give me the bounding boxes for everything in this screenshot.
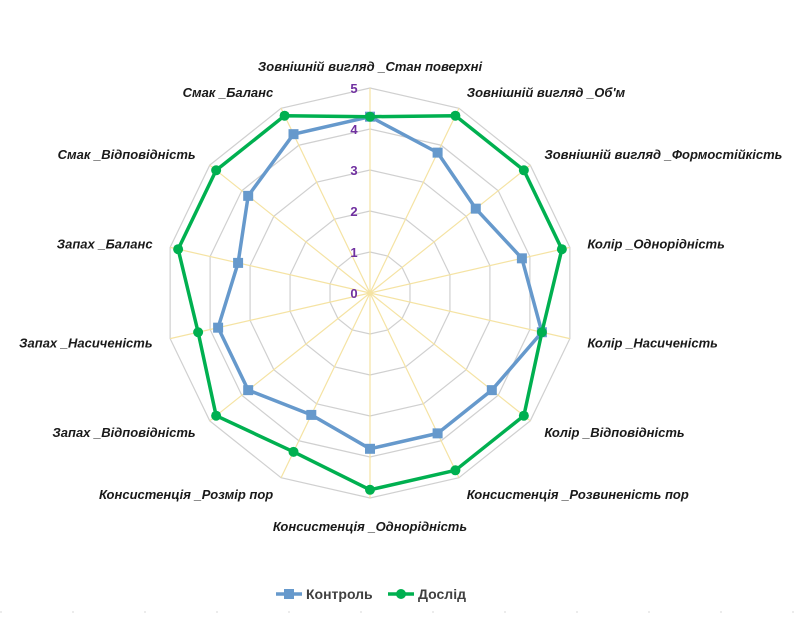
- axis-spoke: [369, 292, 460, 478]
- data-point: [306, 409, 317, 420]
- axis-spoke: [209, 164, 371, 294]
- axis-label-layer: Зовнішній вигляд _Стан поверхні Зовнішній…: [19, 59, 782, 534]
- legend-marker: [396, 589, 406, 599]
- data-point: [365, 111, 375, 122]
- axis-label: Зовнішній вигляд _Об'м: [467, 85, 626, 100]
- axis-label: Запах _Насиченість: [19, 336, 152, 351]
- axis-label: Консистенція _Однорідність: [273, 519, 467, 534]
- axis-spoke: [369, 292, 531, 422]
- data-point: [486, 385, 497, 396]
- series-layer: [173, 110, 567, 495]
- data-point: [365, 443, 375, 454]
- data-point: [193, 327, 204, 338]
- axis-label: Колір _Насиченість: [587, 336, 718, 351]
- data-point: [233, 257, 244, 268]
- data-point: [432, 147, 443, 158]
- legend-marker: [284, 589, 294, 599]
- tick-label-layer: 0 1 2 3 4 5: [350, 81, 358, 301]
- data-point: [365, 484, 375, 495]
- axis-spoke: [369, 108, 460, 294]
- axis-spoke: [209, 292, 371, 422]
- data-point: [279, 110, 290, 121]
- axis-label: Смак _Баланс: [183, 85, 274, 100]
- data-point: [288, 129, 299, 140]
- data-point: [518, 410, 529, 421]
- axis-label: Зовнішній вигляд _Формостійкість: [544, 147, 782, 162]
- axis-label: Смак _Відповідність: [58, 147, 196, 162]
- data-point: [243, 190, 254, 201]
- tick-label: 2: [350, 204, 357, 219]
- axis-spoke: [369, 246, 570, 294]
- axis-label: Зовнішній вигляд _Стан поверхні: [258, 59, 483, 74]
- axis-label: Консистенція _Розвиненість пор: [467, 487, 689, 502]
- axis-label: Запах _Баланс: [57, 236, 154, 251]
- data-point: [211, 165, 222, 176]
- axis-spoke: [170, 292, 371, 340]
- data-point: [173, 244, 184, 255]
- data-point: [450, 465, 461, 476]
- data-point: [516, 253, 527, 264]
- data-point: [450, 110, 461, 121]
- tick-label: 1: [350, 245, 357, 260]
- legend-label: Дослід: [418, 586, 466, 602]
- axis-spoke: [280, 292, 371, 478]
- data-point: [213, 322, 224, 333]
- data-point: [470, 203, 481, 214]
- axis-label: Колір _Відповідність: [544, 425, 684, 440]
- axis-spoke: [170, 246, 371, 294]
- axis-spoke: [369, 164, 531, 294]
- axis-label: Колір _Однорідність: [587, 236, 724, 251]
- data-point: [211, 410, 222, 421]
- data-point: [518, 165, 529, 176]
- tick-label: 5: [350, 81, 357, 96]
- axis-label: Консистенція _Розмір пор: [99, 487, 273, 502]
- legend-label: Контроль: [306, 586, 373, 602]
- axis-spoke: [369, 292, 570, 340]
- data-point: [432, 428, 443, 439]
- legend: Контроль Дослід: [0, 586, 800, 613]
- tick-label: 0: [350, 286, 357, 301]
- data-point: [243, 385, 254, 396]
- data-point: [536, 327, 547, 338]
- axis-label: Запах _Відповідність: [52, 425, 195, 440]
- tick-label: 4: [350, 122, 358, 137]
- data-point: [556, 244, 567, 255]
- data-point: [288, 446, 299, 457]
- spoke-layer: [170, 88, 570, 498]
- tick-label: 3: [350, 163, 357, 178]
